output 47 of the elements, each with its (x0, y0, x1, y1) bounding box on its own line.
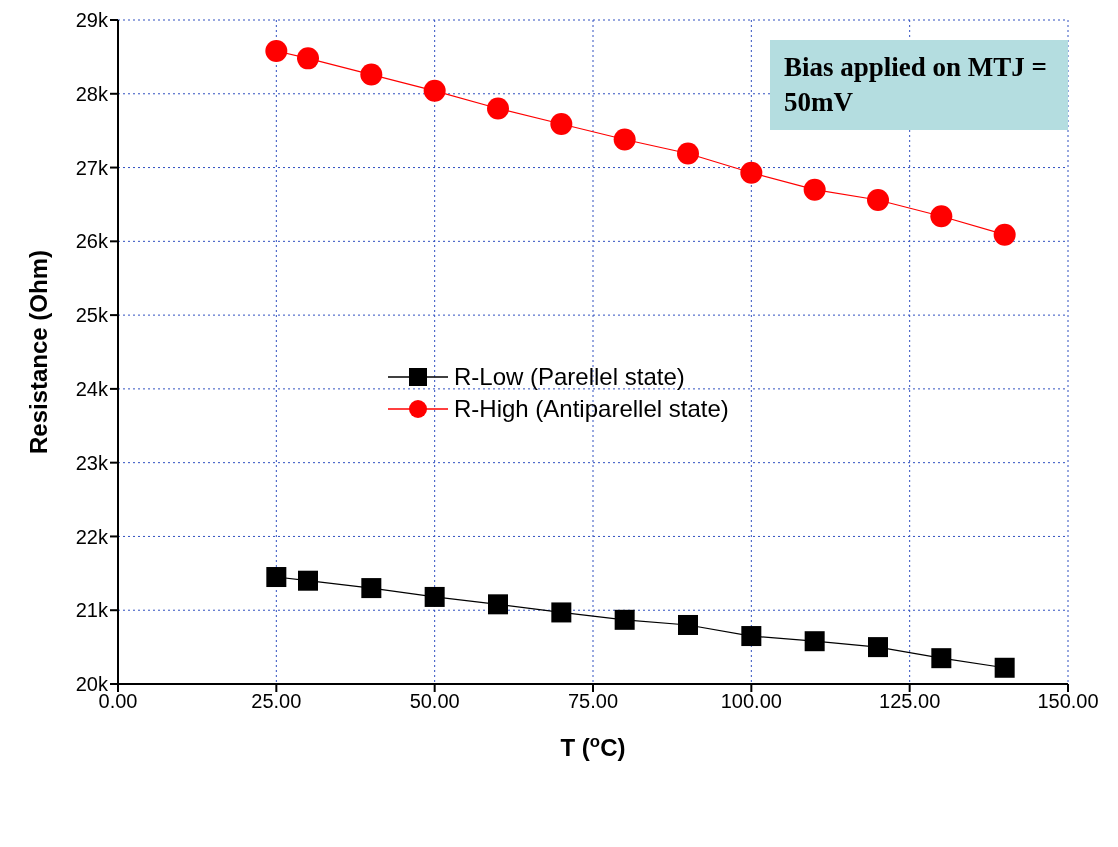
annotation: Bias applied on MTJ = 50mV (770, 40, 1068, 131)
x-tick-label: 75.00 (567, 690, 619, 713)
x-tick-label: 100.00 (720, 690, 782, 713)
point (867, 189, 889, 212)
point (678, 614, 698, 635)
x-tick-label: 150.00 (1037, 690, 1099, 713)
point (741, 626, 762, 647)
x-tick-label: 50.00 (409, 690, 460, 713)
y-axis-title: Resistance (Ohm) (24, 249, 52, 455)
x-tick-label: 0.00 (98, 690, 138, 713)
y-tick-label: 26k (75, 230, 109, 253)
y-tick-label: 22k (75, 525, 109, 548)
point (931, 648, 952, 669)
y-tick-label: 29k (75, 9, 109, 32)
point (487, 97, 509, 120)
y-tick-label: 21k (75, 599, 109, 622)
y-tick-label: 25k (75, 304, 109, 327)
y-tick-label: 28k (75, 82, 109, 105)
point (265, 39, 288, 62)
point (740, 161, 763, 184)
point (677, 142, 699, 165)
y-tick-label: 27k (75, 156, 109, 179)
point (614, 609, 635, 630)
point (298, 570, 318, 591)
x-tick-label: 25.00 (251, 690, 302, 713)
point (803, 178, 826, 201)
x-axis-title: T ($^{o}$C) (560, 731, 626, 761)
point (550, 113, 573, 136)
point (993, 223, 1016, 246)
point (613, 128, 636, 151)
point (361, 578, 382, 599)
y-tick-label: 23k (75, 451, 109, 474)
point (994, 657, 1015, 678)
point (930, 205, 953, 228)
point (360, 63, 383, 86)
point (868, 637, 888, 658)
point (424, 586, 445, 607)
point (423, 79, 446, 102)
legend-label: R-Low (Parellel state) (454, 363, 685, 391)
point (297, 47, 319, 70)
point (551, 602, 572, 623)
point (488, 594, 508, 615)
x-tick-label: 125.00 (879, 690, 941, 713)
y-tick-label: 24k (75, 377, 109, 400)
point (266, 567, 287, 588)
point (804, 631, 825, 652)
legend-label: R-High (Antiparellel state) (454, 395, 729, 423)
